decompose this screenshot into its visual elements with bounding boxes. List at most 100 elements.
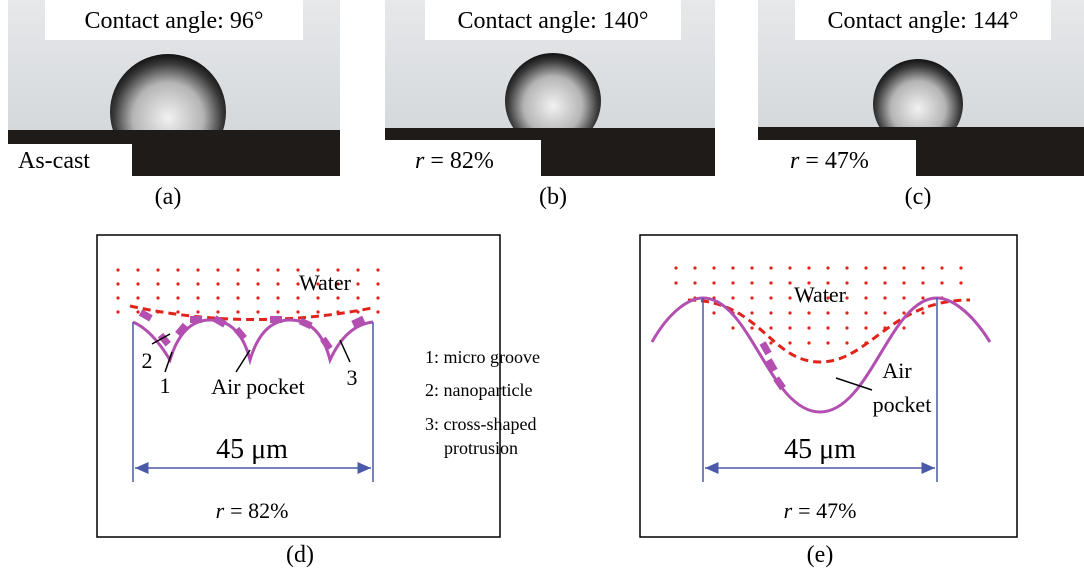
droplet [505,53,601,149]
water-dot [693,281,697,285]
water-dot [769,266,773,270]
water-dot [296,282,300,286]
photo-b: Contact angle: 140° r = 82% (b) [385,0,715,210]
panel-label: (b) [539,184,567,210]
photo-c: Contact angle: 144° r = 47% (c) [758,0,1084,210]
legend-item: 2: nanoparticle [425,380,532,400]
water-dot [788,266,792,270]
water-dot [788,326,792,330]
value: = 82% [230,498,288,523]
water-dot [176,310,180,314]
water-dot [674,281,678,285]
water-dot [296,296,300,300]
water-dot [256,282,260,286]
width-label: 45 μm [784,434,856,465]
water-dot [940,281,944,285]
water-dot [316,282,320,286]
marker: 2 [142,348,153,373]
panel-label: (d) [286,542,314,568]
water-dot [902,296,906,300]
water-dot [156,296,160,300]
water-dot [826,311,830,315]
water-dot [731,281,735,285]
water-dot [864,266,868,270]
water-dot [336,296,340,300]
marker: 1 [160,373,171,398]
water-dot [376,282,380,286]
water-dot [769,281,773,285]
value: = 82% [430,148,494,174]
sample-label: As-cast [18,148,90,174]
water-dot [316,296,320,300]
water-dot [216,310,220,314]
water-dot [902,281,906,285]
water-dot [236,268,240,272]
water-dot [807,266,811,270]
water-dot [356,268,360,272]
sample-box [8,144,132,176]
water-dot [788,296,792,300]
sample-label: r = 82% [415,148,494,174]
protrusions [759,341,786,391]
water-label: Water [299,270,352,295]
width-label: 45 μm [216,434,288,465]
panel-label: (a) [155,184,182,210]
caption: Contact angle: 140° [458,8,649,34]
marker: 3 [347,365,358,390]
water-dot [276,310,280,314]
water-dot [116,268,120,272]
water-dot [712,266,716,270]
diagram-d: Water 2 1 3 Air pocket 45 μm r = 82% 1: m… [96,234,540,568]
water-dot [136,282,140,286]
water-dot [807,281,811,285]
water-dot [959,281,963,285]
water-dot [216,268,220,272]
water-dot [921,296,925,300]
water-dot [216,282,220,286]
surface [132,318,374,366]
droplet [873,59,963,149]
water-dot [940,266,944,270]
water-dot [845,266,849,270]
water-dot [902,266,906,270]
water-dot [116,282,120,286]
water-dot [864,311,868,315]
air-pocket-label: Air pocket [211,374,304,399]
caption: Contact angle: 96° [85,8,264,34]
caption-box [795,0,1051,40]
water-label: Water [794,282,847,307]
water-dot [845,281,849,285]
water-dot [156,282,160,286]
water-dot [256,296,260,300]
water-dot [176,296,180,300]
water-dot [769,311,773,315]
water-dot [864,296,868,300]
water-dot [788,341,792,345]
water-dot [807,311,811,315]
water-boundary [687,298,971,364]
water-dot [883,266,887,270]
water-dot [316,310,320,314]
water-dot [826,296,830,300]
caption-box [45,0,303,40]
water-dot [356,282,360,286]
water-dot [731,326,735,330]
water-dot [136,268,140,272]
air-pocket-label: Air [882,358,912,383]
pointer [151,333,171,345]
water-dot [883,311,887,315]
roughness: r = 47% [784,498,857,523]
water-dot [712,281,716,285]
water-dot [826,341,830,345]
water-dot [693,266,697,270]
water-dot [788,281,792,285]
water-dot [236,296,240,300]
water-dot [196,268,200,272]
water-dot [845,341,849,345]
water-dot [236,310,240,314]
panel-label: (e) [807,542,834,568]
water-dot [959,266,963,270]
variable: r [415,148,425,174]
water-dot [136,310,140,314]
water-dot [845,296,849,300]
